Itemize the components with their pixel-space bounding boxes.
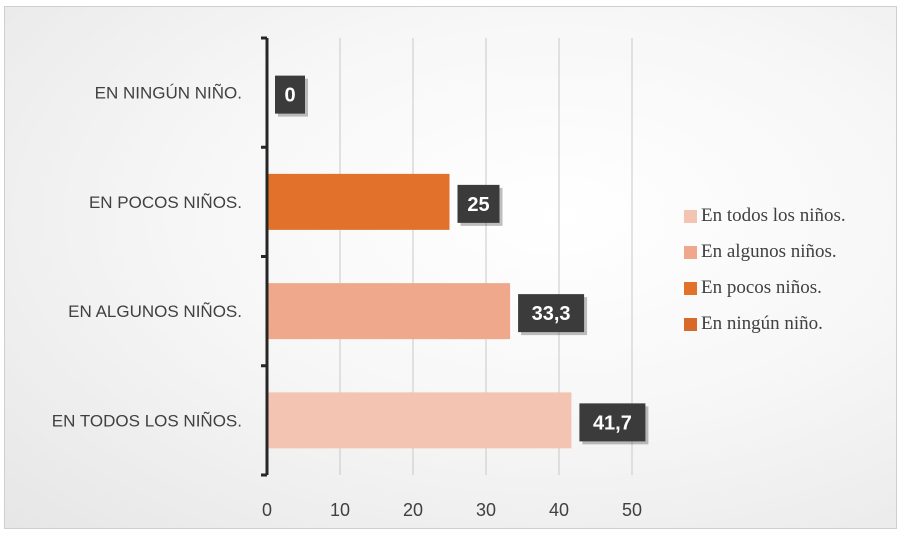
x-tick-label: 50 [622, 500, 642, 520]
x-tick-label: 40 [549, 500, 569, 520]
legend-swatch [684, 281, 697, 295]
data-label: 41,7 [593, 412, 632, 434]
legend-item: En algunos niños. [684, 234, 899, 270]
legend-item: En ningún niño. [684, 306, 899, 342]
bar [267, 283, 511, 340]
legend-item: En pocos niños. [684, 270, 899, 306]
data-label-box [457, 184, 500, 223]
x-tick-label: 0 [262, 500, 272, 520]
legend: En todos los niños. En algunos niños. En… [684, 198, 899, 342]
category-label: EN ALGUNOS NIÑOS. [68, 302, 242, 321]
category-label: EN POCOS NIÑOS. [89, 193, 242, 212]
bars [267, 173, 572, 449]
x-axis-tick-labels: 0 10 20 30 40 50 [262, 500, 642, 520]
bar [267, 392, 572, 449]
data-label: 33,3 [532, 303, 571, 325]
data-label: 25 [467, 194, 489, 216]
category-axis [261, 36, 269, 477]
data-label-box [579, 403, 646, 442]
bar [267, 173, 450, 230]
legend-label: En algunos niños. [701, 241, 837, 262]
category-label: EN TODOS LOS NIÑOS. [52, 411, 242, 430]
legend-label: En pocos niños. [701, 277, 822, 298]
data-label-box [275, 75, 305, 114]
x-tick-label: 30 [476, 500, 496, 520]
legend-label: En ningún niño. [701, 313, 823, 334]
data-labels: 41,7 33,3 25 0 [275, 75, 649, 445]
x-tick-label: 20 [403, 500, 423, 520]
legend-swatch [684, 317, 697, 331]
data-label: 0 [284, 85, 295, 107]
category-labels: EN TODOS LOS NIÑOS. EN ALGUNOS NIÑOS. EN P… [52, 84, 242, 431]
legend-label: En todos los niños. [701, 205, 846, 226]
legend-swatch [684, 245, 697, 259]
legend-swatch [684, 209, 697, 223]
x-tick-label: 10 [330, 500, 350, 520]
category-label: EN NINGÚN NIÑO. [95, 84, 242, 103]
legend-item: En todos los niños. [684, 198, 899, 234]
data-label-box [518, 294, 585, 333]
